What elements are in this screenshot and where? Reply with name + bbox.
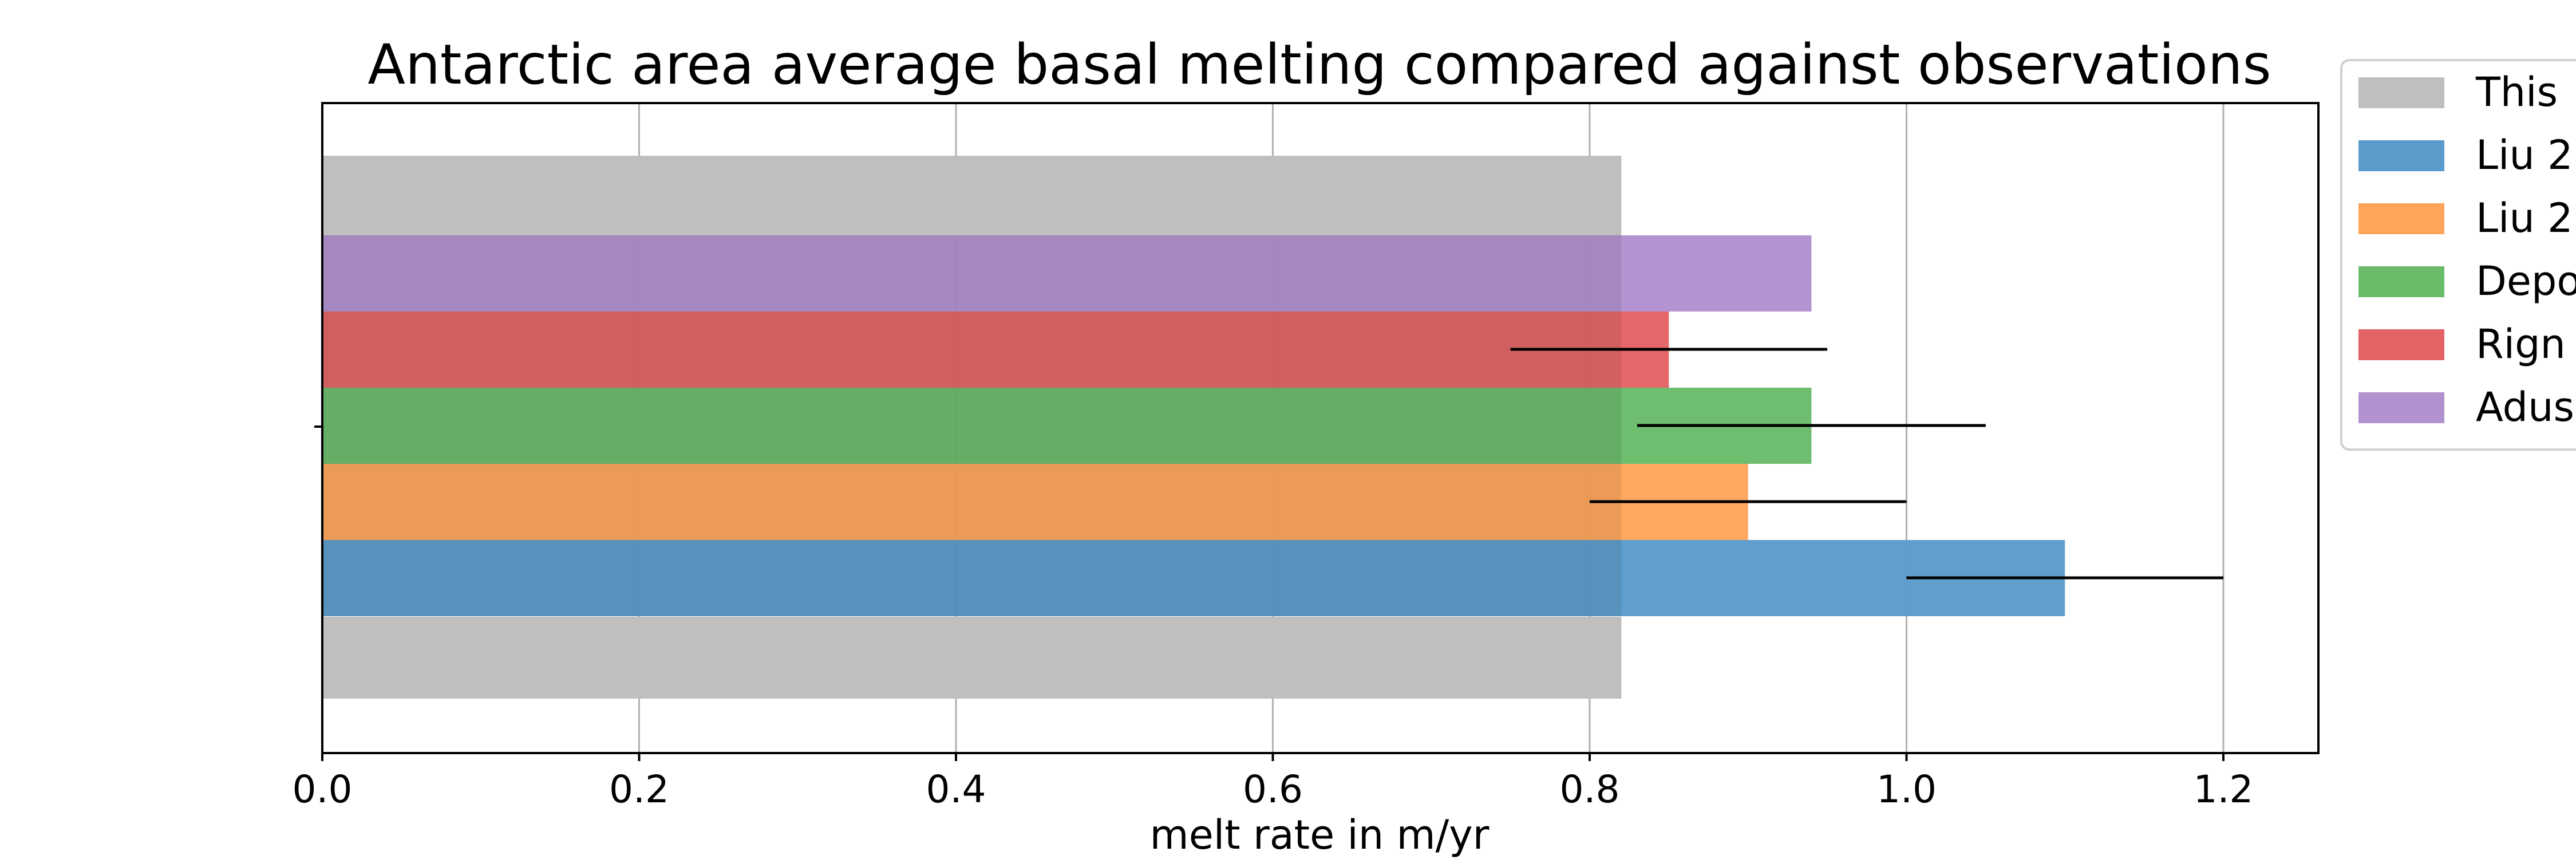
bar-liu-2 bbox=[322, 464, 1748, 540]
bar-rign bbox=[322, 312, 1669, 388]
bar-depo bbox=[322, 388, 1812, 464]
x-tick-label: 0.4 bbox=[926, 767, 986, 811]
axes-frame bbox=[321, 102, 2320, 754]
x-tick-label: 0.0 bbox=[293, 767, 353, 811]
bar-this-bottom bbox=[322, 617, 1622, 699]
legend-label: Depo bbox=[2476, 258, 2576, 305]
x-tick-label: 0.6 bbox=[1243, 767, 1303, 811]
legend-label: Rign bbox=[2476, 321, 2566, 368]
legend-label: This bbox=[2475, 69, 2558, 116]
bar-liu-2 bbox=[322, 540, 2065, 616]
legend-swatch bbox=[2358, 77, 2444, 108]
x-tick-label: 0.8 bbox=[1559, 767, 1619, 811]
x-axis-label: melt rate in m/yr bbox=[1150, 811, 1490, 858]
legend-swatch bbox=[2358, 203, 2444, 234]
legend-swatch bbox=[2358, 266, 2444, 297]
legend-label: Liu 2 bbox=[2476, 132, 2573, 179]
x-tick-label: 1.0 bbox=[1876, 767, 1937, 811]
x-tick-label: 0.2 bbox=[609, 767, 669, 811]
bar-overlap-shade bbox=[322, 235, 1622, 312]
x-tick-label: 1.2 bbox=[2193, 767, 2253, 811]
bar-overlap-shade bbox=[322, 388, 1622, 464]
legend-swatch bbox=[2358, 140, 2444, 171]
legend: This Liu 2 Liu 2 Depo Rign Adus bbox=[2340, 59, 2576, 451]
legend-label: Liu 2 bbox=[2476, 195, 2573, 242]
bar-overlap-shade bbox=[322, 312, 1622, 388]
bar-this-top bbox=[322, 156, 1622, 238]
legend-swatch bbox=[2358, 392, 2444, 423]
bar-overlap-shade bbox=[322, 540, 1622, 616]
bar-overlap-shade bbox=[322, 464, 1622, 540]
legend-label: Adus bbox=[2476, 384, 2574, 431]
chart-title: Antarctic area average basal melting com… bbox=[368, 33, 2271, 97]
plot-area: 0.0 0.2 0.4 0.6 0.8 1.0 1.2 bbox=[293, 102, 2320, 811]
legend-swatch bbox=[2358, 329, 2444, 360]
bar-adus bbox=[322, 235, 1812, 312]
